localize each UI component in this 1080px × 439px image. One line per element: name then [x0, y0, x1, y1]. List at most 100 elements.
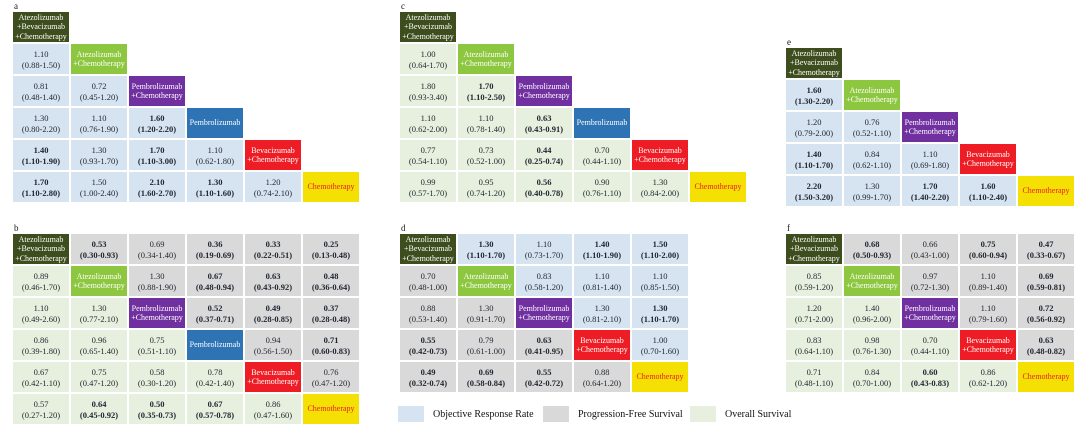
estimate-ci: (0.74-1.20) [466, 187, 506, 198]
estimate-cell: 0.49 (0.28-0.85) [245, 298, 301, 328]
estimate-cell: 0.71 (0.48-1.10) [786, 362, 842, 392]
estimate-ci: (0.32-0.74) [408, 377, 448, 388]
legend-item-os: Overall Survival [690, 405, 791, 423]
treatment-label-line: +Chemotherapy [15, 253, 67, 263]
estimate-ci: (0.60-0.94) [968, 249, 1008, 260]
estimate-ci: (1.10-2.40) [968, 191, 1008, 202]
estimate-cell: 0.63 (0.43-0.92) [245, 266, 301, 296]
estimate-value: 1.40 [33, 144, 49, 155]
estimate-cell: 0.67 (0.42-1.10) [13, 362, 69, 392]
treatment-label-line: +Chemotherapy [518, 91, 570, 100]
estimate-ci: (0.37-0.71) [195, 313, 235, 324]
estimate-value: 0.83 [536, 270, 552, 281]
legend-swatch-os [690, 406, 716, 422]
estimate-value: 0.95 [478, 176, 494, 187]
estimate-value: 0.67 [207, 398, 223, 409]
estimate-cell: 0.76 (0.52-1.10) [844, 112, 900, 142]
treatment-label-line: +Bevacizumab [403, 22, 453, 32]
estimate-value: 0.63 [536, 112, 552, 123]
estimate-value: 1.10 [207, 144, 223, 155]
treatment-label-line: +Chemotherapy [131, 313, 183, 322]
estimate-value: 1.30 [478, 238, 494, 249]
estimate-value: 0.44 [536, 144, 552, 155]
estimate-cell: 1.10 (0.79-1.60) [960, 298, 1016, 328]
treatment-cell-abc: Atezolizumab +Bevacizumab +Chemotherapy [13, 234, 69, 264]
estimate-ci: (0.54-1.10) [408, 155, 448, 166]
estimate-ci: (1.30-2.20) [794, 95, 834, 106]
league-table-a: Atezolizumab +Bevacizumab +Chemotherapy 1.1… [13, 12, 359, 202]
estimate-value: 0.55 [536, 366, 552, 377]
estimate-cell: 1.60 (1.20-2.20) [129, 108, 185, 138]
estimate-cell: 0.36 (0.19-0.69) [187, 234, 243, 264]
estimate-cell: 1.30 (0.80-2.20) [13, 108, 69, 138]
estimate-ci: (0.64-1.10) [794, 345, 834, 356]
estimate-value: 1.00 [420, 48, 436, 59]
estimate-value: 1.30 [33, 112, 49, 123]
panel-label-d: d [401, 223, 406, 233]
estimate-value: 1.60 [806, 84, 822, 95]
estimate-value: 0.69 [149, 238, 165, 249]
treatment-cell-p: Pembrolizumab [187, 330, 243, 360]
estimate-cell: 0.78 (0.42-1.40) [187, 362, 243, 392]
treatment-cell-c: Chemotherapy [303, 172, 359, 202]
treatment-label-line: Atezolizumab [405, 12, 451, 22]
estimate-value: 0.33 [265, 238, 281, 249]
estimate-cell: 0.99 (0.57-1.70) [400, 172, 456, 202]
legend-label-orr: Objective Response Rate [433, 408, 534, 420]
treatment-label-line: Atezolizumab [849, 85, 895, 95]
estimate-value: 0.63 [265, 270, 281, 281]
estimate-cell: 0.86 (0.47-1.60) [245, 394, 301, 424]
estimate-value: 1.10 [33, 48, 49, 59]
treatment-cell-pc: Pembrolizumab +Chemotherapy [129, 76, 185, 106]
league-table-d: Atezolizumab +Bevacizumab +Chemotherapy 1.3… [400, 234, 688, 392]
estimate-ci: (0.35-0.73) [137, 409, 177, 420]
estimate-cell: 1.80 (0.93-3.40) [400, 76, 456, 106]
treatment-cell-pc: Pembrolizumab +Chemotherapy [902, 298, 958, 328]
estimate-value: 0.90 [594, 176, 610, 187]
estimate-value: 1.20 [806, 302, 822, 313]
estimate-ci: (1.50-3.20) [794, 191, 834, 202]
treatment-cell-ac: Atezolizumab +Chemotherapy [844, 80, 900, 110]
estimate-value: 2.20 [806, 180, 822, 191]
treatment-label-line: +Chemotherapy [962, 159, 1014, 168]
estimate-ci: (0.43-0.83) [910, 377, 950, 388]
estimate-ci: (0.93-1.70) [79, 155, 119, 166]
legend-swatch-pfs [543, 406, 569, 422]
estimate-cell: 0.50 (0.35-0.73) [129, 394, 185, 424]
estimate-cell: 0.75 (0.51-1.10) [129, 330, 185, 360]
treatment-label-line: +Chemotherapy [247, 377, 299, 386]
estimate-ci: (0.91-1.70) [466, 313, 506, 324]
estimate-cell: 1.10 (0.62-2.00) [400, 108, 456, 138]
estimate-cell: 0.64 (0.45-0.92) [71, 394, 127, 424]
estimate-value: 0.73 [478, 144, 494, 155]
treatment-label-line: Pembrolizumab [131, 303, 183, 313]
estimate-value: 1.30 [207, 176, 223, 187]
estimate-value: 0.63 [536, 334, 552, 345]
estimate-value: 0.71 [806, 366, 822, 377]
league-table-f: Atezolizumab +Bevacizumab +Chemotherapy 0.6… [786, 234, 1074, 392]
estimate-value: 0.71 [323, 334, 339, 345]
treatment-label-line: Atezolizumab [791, 48, 837, 58]
treatment-cell-pc: Pembrolizumab +Chemotherapy [129, 298, 185, 328]
estimate-value: 0.70 [594, 144, 610, 155]
treatment-cell-pc: Pembrolizumab +Chemotherapy [516, 76, 572, 106]
treatment-label-line: +Chemotherapy [962, 345, 1014, 354]
estimate-value: 0.97 [922, 270, 938, 281]
treatment-label-line: Atezolizumab [463, 49, 509, 59]
estimate-cell: 0.72 (0.56-0.92) [1018, 298, 1074, 328]
panel-e: e Atezolizumab +Bevacizumab +Chemotherapy 1.… [786, 37, 1074, 206]
estimate-ci: (0.57-1.70) [408, 187, 448, 198]
estimate-ci: (0.84-2.00) [640, 187, 680, 198]
treatment-label-line: Chemotherapy [1022, 372, 1070, 382]
treatment-label-line: Pembrolizumab [518, 303, 570, 313]
estimate-cell: 1.60 (1.10-2.40) [960, 176, 1016, 206]
estimate-ci: (1.40-2.20) [910, 191, 950, 202]
estimate-cell: 0.63 (0.43-0.91) [516, 108, 572, 138]
estimate-ci: (1.10-2.00) [640, 249, 680, 260]
estimate-cell: 1.30 (0.81-2.10) [574, 298, 630, 328]
estimate-ci: (1.10-1.70) [794, 159, 834, 170]
league-table-e: Atezolizumab +Bevacizumab +Chemotherapy 1.6… [786, 48, 1074, 206]
estimate-value: 1.10 [922, 148, 938, 159]
treatment-label-line: Pembrolizumab [131, 81, 183, 91]
estimate-cell: 0.55 (0.42-0.73) [400, 330, 456, 360]
